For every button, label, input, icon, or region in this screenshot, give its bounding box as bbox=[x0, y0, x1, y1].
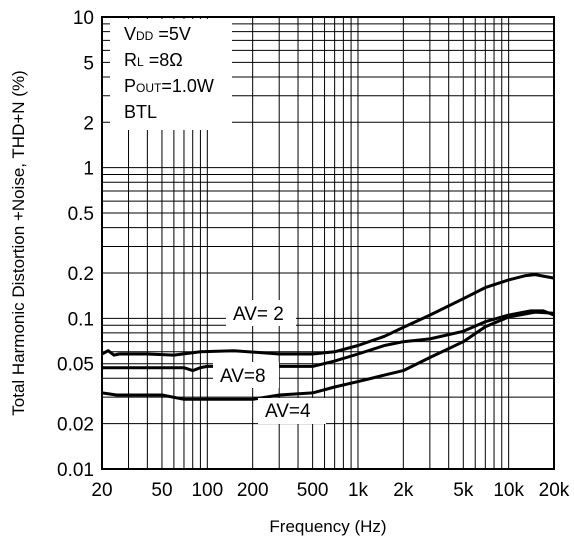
series-label-bg-av8 bbox=[213, 362, 279, 388]
x-tick-label: 1k bbox=[348, 480, 369, 501]
series-label-av8: AV=8 bbox=[220, 366, 266, 387]
y-tick-label: 0.2 bbox=[68, 264, 94, 285]
plot-frame bbox=[101, 16, 555, 470]
x-tick-label: 50 bbox=[151, 480, 172, 501]
condition-pout: POUT=1.0W bbox=[124, 76, 214, 96]
y-tick-label: 2 bbox=[83, 113, 94, 134]
series-line-3 bbox=[101, 310, 555, 401]
curves bbox=[101, 273, 555, 401]
y-tick-label: 0.1 bbox=[68, 309, 94, 330]
y-tick-label: 0.05 bbox=[57, 355, 94, 376]
x-axis-label: Frequency (Hz) bbox=[269, 517, 386, 536]
series-labels: AV= 2 AV=8 AV=4 bbox=[213, 300, 326, 424]
conditions-legend: VDD =5V RL =8Ω POUT=1.0W BTL bbox=[124, 24, 214, 122]
series-line-1 bbox=[101, 273, 555, 357]
series-label-av2: AV= 2 bbox=[233, 304, 284, 325]
x-tick-label: 20 bbox=[91, 480, 112, 501]
x-tick-label: 2k bbox=[393, 480, 414, 501]
y-axis-label: Total Harmonic Distortion +Noise, THD+N … bbox=[9, 70, 28, 415]
tick-labels: 20 50 100 200 500 1k 2k 5k 10k 20k 10 5 2 1 0.5 0.2 0.1 0… bbox=[57, 8, 570, 501]
series-label-bg-av4 bbox=[258, 398, 326, 424]
x-tick-label: 200 bbox=[237, 480, 269, 501]
condition-mode: BTL bbox=[124, 102, 157, 122]
x-tick-label: 10k bbox=[493, 480, 524, 501]
series-line-2 bbox=[102, 309, 555, 373]
y-tick-label: 0.01 bbox=[57, 460, 94, 481]
x-tick-label: 5k bbox=[453, 480, 474, 501]
series-label-bg-av2 bbox=[226, 300, 296, 326]
x-tick-label: 100 bbox=[191, 480, 223, 501]
condition-vdd: VDD =5V bbox=[124, 24, 191, 44]
y-tick-label: 5 bbox=[83, 53, 94, 74]
condition-rl: RL =8Ω bbox=[124, 50, 183, 70]
conditions-box bbox=[110, 19, 232, 130]
x-tick-label: 500 bbox=[297, 480, 329, 501]
series-label-av4: AV=4 bbox=[265, 401, 311, 422]
y-tick-label: 0.5 bbox=[68, 204, 94, 225]
y-tick-label: 1 bbox=[83, 159, 94, 180]
y-tick-label: 10 bbox=[73, 8, 94, 29]
y-tick-label: 0.02 bbox=[57, 415, 94, 436]
x-tick-label: 20k bbox=[539, 480, 570, 501]
